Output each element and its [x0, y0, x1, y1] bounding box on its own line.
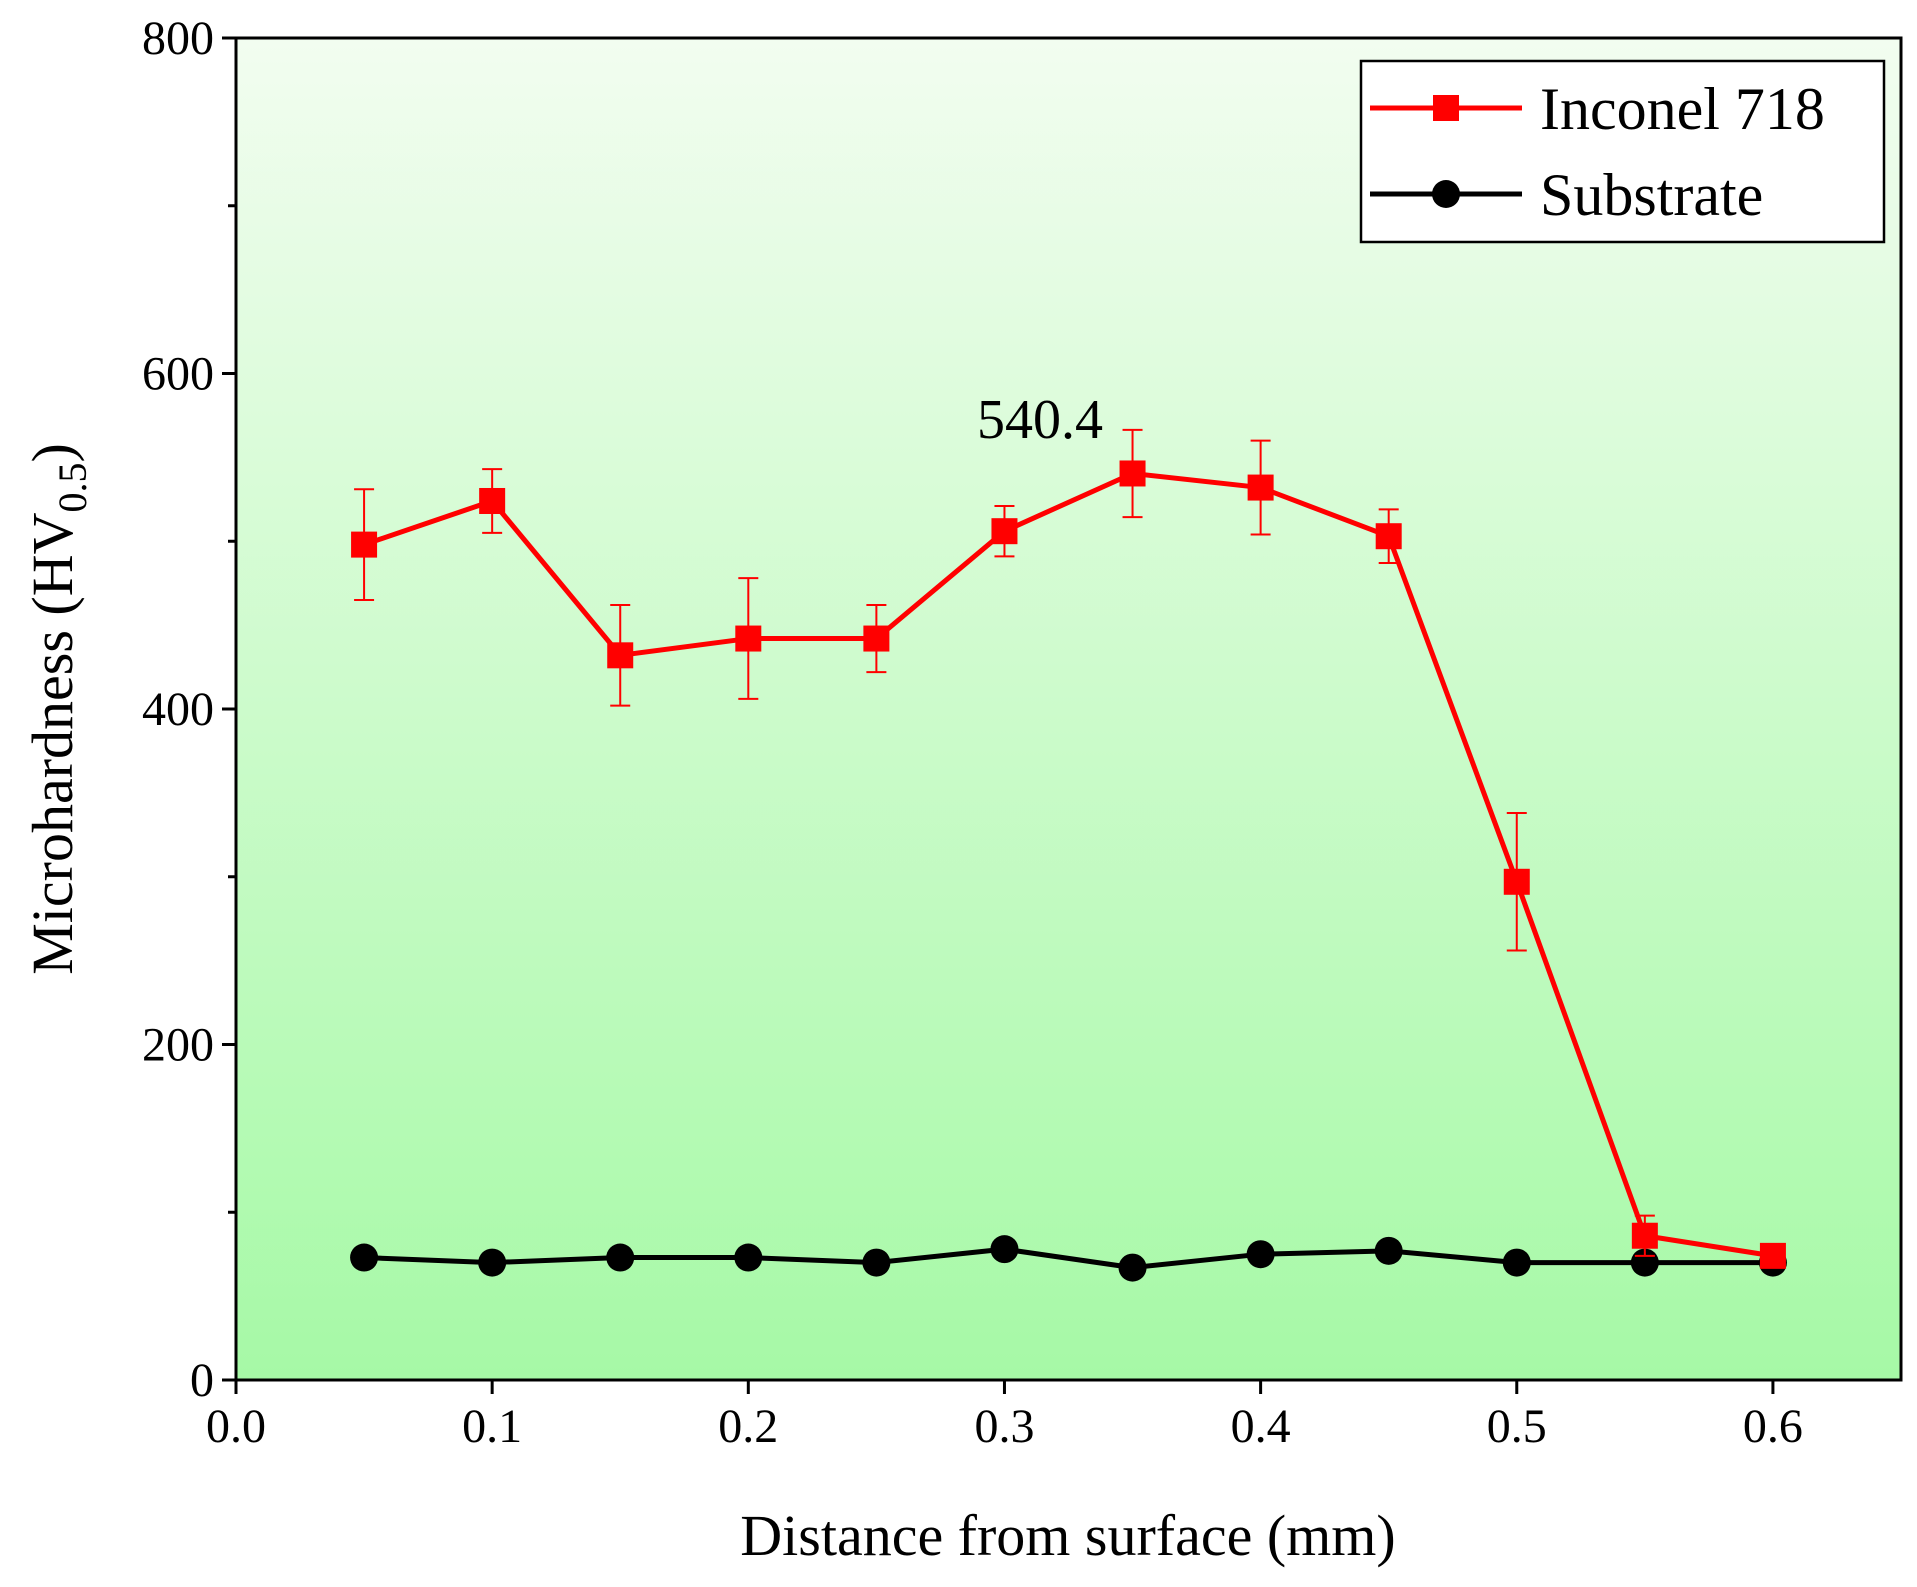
- data-point-inconel: [863, 625, 890, 652]
- x-tick-label: 0.2: [718, 1400, 778, 1453]
- data-point-substrate: [1502, 1248, 1531, 1277]
- data-point-inconel: [1247, 474, 1274, 501]
- data-point-substrate: [1246, 1240, 1275, 1269]
- x-tick-label: 0.6: [1743, 1400, 1803, 1453]
- data-point-substrate: [1374, 1236, 1403, 1265]
- y-axis-title: Microhardness (HV0.5): [20, 443, 95, 975]
- x-axis-title: Distance from surface (mm): [740, 1503, 1395, 1568]
- data-point-inconel: [607, 642, 634, 669]
- data-point-inconel: [479, 487, 506, 514]
- series-line-substrate: [363, 1246, 1773, 1271]
- x-tick-label: 0.0: [206, 1400, 266, 1453]
- data-point-substrate: [862, 1248, 891, 1277]
- legend-frame: [1359, 59, 1886, 244]
- legend: Inconel 718 Substrate: [1359, 59, 1886, 244]
- legend-label-substrate: Substrate: [1540, 162, 1763, 228]
- series-layer: [350, 428, 1787, 1282]
- y-tick-label: 200: [142, 1019, 214, 1072]
- legend-item-substrate: Substrate: [1370, 162, 1763, 228]
- data-point-inconel: [1759, 1242, 1786, 1269]
- series-line-inconel: [363, 470, 1774, 1259]
- data-point-inconel: [1631, 1222, 1658, 1249]
- legend-marker-inconel: [1433, 95, 1459, 121]
- legend-marker-substrate: [1432, 180, 1460, 208]
- y-tick-label: 400: [142, 683, 214, 736]
- y-tick-label: 800: [142, 12, 214, 65]
- data-point-inconel: [991, 518, 1018, 545]
- data-point-substrate: [350, 1243, 379, 1272]
- peak-annotation: 540.4: [977, 389, 1103, 451]
- x-tick-label: 0.5: [1487, 1400, 1547, 1453]
- data-point-inconel: [1503, 868, 1530, 895]
- plot-background: [236, 38, 1901, 1380]
- data-point-substrate: [734, 1243, 763, 1272]
- data-point-substrate: [478, 1248, 507, 1277]
- y-tick-label: 0: [190, 1354, 214, 1407]
- data-point-inconel: [1375, 523, 1402, 550]
- data-point-substrate: [606, 1243, 635, 1272]
- x-tick-label: 0.1: [462, 1400, 522, 1453]
- data-point-substrate: [1118, 1253, 1147, 1282]
- legend-item-inconel: Inconel 718: [1370, 76, 1825, 142]
- data-point-substrate: [990, 1235, 1019, 1264]
- series-inconel: [351, 428, 1786, 1269]
- axis-ticks: 0.0 0.1 0.2 0.3 0.4 0.5 0.6 0 200 400 600 800: [142, 12, 1803, 1453]
- x-tick-label: 0.3: [974, 1400, 1034, 1453]
- x-tick-label: 0.4: [1231, 1400, 1291, 1453]
- data-point-inconel: [351, 531, 378, 558]
- data-point-inconel: [735, 625, 762, 652]
- legend-label-inconel: Inconel 718: [1540, 76, 1825, 142]
- data-point-inconel: [1119, 460, 1146, 487]
- y-tick-label: 600: [142, 348, 214, 401]
